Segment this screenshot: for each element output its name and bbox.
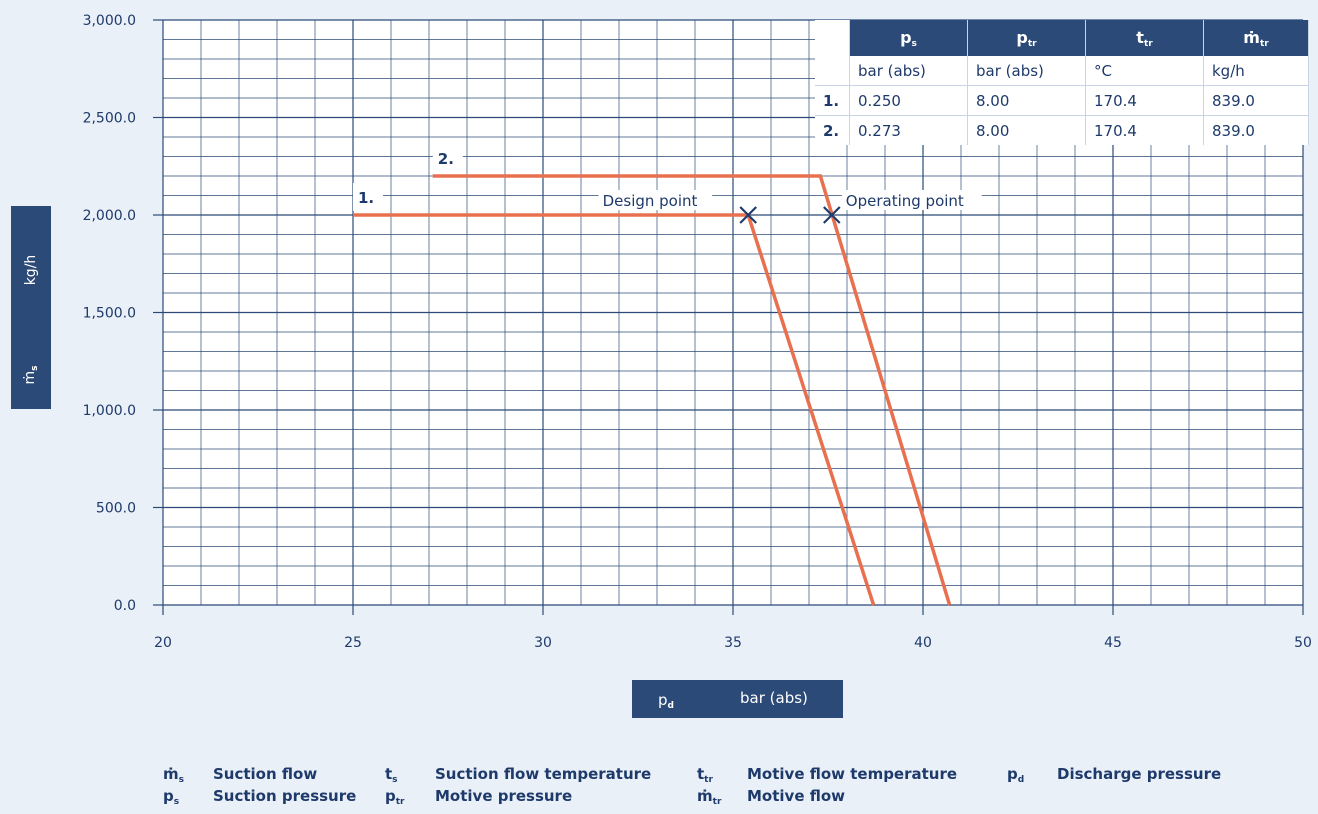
series-label: 1. — [358, 189, 374, 207]
y-axis-label-box — [11, 206, 51, 409]
legend-symbol: ps — [163, 787, 180, 807]
table-row-label: 2. — [815, 115, 850, 145]
marker-label: Design point — [603, 192, 698, 210]
series-label-box — [353, 183, 383, 211]
y-tick-label: 2,000.0 — [83, 208, 136, 224]
x-tick-label: 40 — [914, 635, 932, 651]
x-axis-symbol-sub: d — [667, 701, 674, 711]
legend-text: Suction flow temperature — [435, 765, 652, 783]
table-header: ttr — [1085, 20, 1204, 56]
series-line — [432, 174, 952, 606]
x-axis-symbol: pd — [658, 691, 674, 711]
table-corner — [815, 20, 850, 56]
legend-symbol: ttr — [697, 765, 713, 785]
table-cell: 170.4 — [1085, 115, 1204, 145]
table-header: ṁtr — [1203, 20, 1309, 56]
legend-symbol: ṁs — [163, 765, 184, 785]
marker-label: Operating point — [846, 192, 964, 210]
marker-label-box — [598, 190, 713, 210]
table-header: ptr — [967, 20, 1086, 56]
x-tick-label: 30 — [534, 635, 552, 651]
table-unit: bar (abs) — [849, 56, 968, 86]
x-tick-label: 25 — [344, 635, 362, 651]
marker-label-box — [841, 190, 982, 210]
table-cell: 8.00 — [967, 85, 1086, 116]
table-unit: bar (abs) — [967, 56, 1086, 86]
point-marker — [823, 206, 841, 224]
point-marker — [739, 206, 757, 224]
table-unit: °C — [1085, 56, 1204, 86]
y-axis-symbol: ṁs — [22, 355, 40, 395]
y-tick-label: 0.0 — [114, 598, 136, 614]
series-label: 2. — [438, 150, 454, 168]
table-cell: 839.0 — [1203, 85, 1309, 116]
legend-text: Motive pressure — [435, 787, 573, 805]
x-tick-label: 45 — [1104, 635, 1122, 651]
legend-symbol: pd — [1007, 765, 1025, 785]
legend-text: Suction flow — [213, 765, 318, 783]
legend-text: Motive flow — [747, 787, 845, 805]
table-cell — [815, 56, 850, 86]
y-axis-symbol-sub: s — [30, 365, 40, 371]
series-label-box — [432, 144, 463, 172]
x-axis-symbol-main: p — [658, 691, 668, 709]
x-tick-label: 20 — [154, 635, 172, 651]
y-axis-symbol-main: ṁ — [22, 370, 38, 385]
table-row-label: 1. — [815, 85, 850, 116]
legend-text: Suction pressure — [213, 787, 357, 805]
legend-symbol: ṁtr — [697, 787, 722, 807]
x-tick-label: 35 — [724, 635, 742, 651]
y-tick-label: 1,500.0 — [83, 306, 136, 322]
table-unit: kg/h — [1203, 56, 1309, 86]
table-cell: 0.273 — [849, 115, 968, 145]
x-tick-label: 50 — [1294, 635, 1312, 651]
y-tick-label: 500.0 — [96, 501, 136, 517]
table-header: ps — [849, 20, 968, 56]
y-tick-label: 2,500.0 — [83, 111, 136, 127]
legend-symbol: ts — [385, 765, 398, 785]
x-axis-label-box: pd bar (abs) — [632, 680, 843, 718]
y-axis-unit: kg/h — [23, 254, 39, 286]
legend-symbol: ptr — [385, 787, 405, 807]
table-cell: 839.0 — [1203, 115, 1309, 145]
table-cell: 170.4 — [1085, 85, 1204, 116]
data-table: ps ptr ttr ṁtr bar (abs) bar (abs) °C kg… — [815, 20, 1309, 145]
legend-text: Discharge pressure — [1057, 765, 1222, 783]
y-tick-label: 1,000.0 — [83, 403, 136, 419]
table-cell: 8.00 — [967, 115, 1086, 145]
table-cell: 0.250 — [849, 85, 968, 116]
x-axis-unit: bar (abs) — [740, 689, 808, 707]
legend-text: Motive flow temperature — [747, 765, 958, 783]
y-tick-label: 3,000.0 — [83, 13, 136, 29]
